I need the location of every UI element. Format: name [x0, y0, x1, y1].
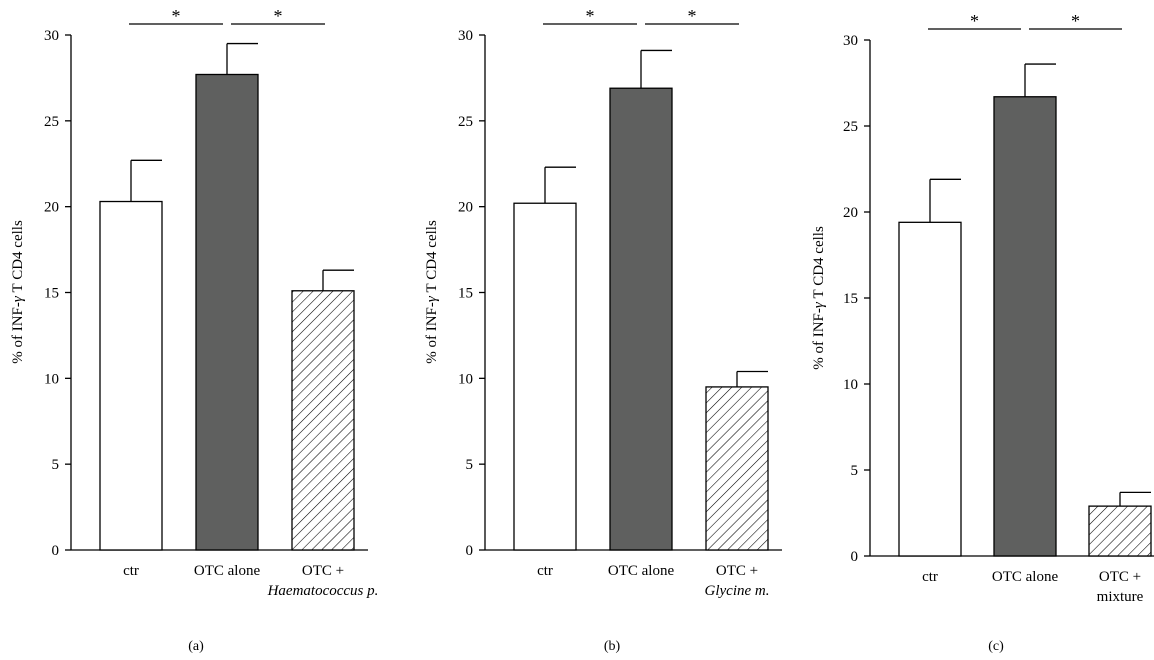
x-category-label: ctr [922, 569, 938, 585]
y-tick-label: 10 [458, 371, 473, 387]
y-tick-label: 30 [44, 28, 59, 44]
bar-1 [609, 87, 673, 551]
y-axis-label-greek: γ [811, 301, 827, 308]
x-category-label: OTC alone [608, 563, 675, 579]
y-tick-label: 0 [466, 543, 474, 559]
x-category-label: ctr [537, 563, 553, 579]
chart-panel-c: 0 5 10 15 20 25 30 % of INF-γ T CD4 cells ctr OTC… [811, 11, 1154, 654]
x-category-label-line2: mixture [1097, 589, 1144, 605]
y-axis-label-greek: γ [10, 295, 26, 302]
significance-star: * [274, 6, 283, 26]
bar-2 [1088, 505, 1152, 557]
y-tick-label: 30 [843, 33, 858, 49]
y-tick-label: 20 [843, 205, 858, 221]
chart-panel-a: 0 5 10 15 20 25 30 % of INF-γ T CD4 cells ctr OTC… [10, 6, 378, 654]
y-tick-label: 15 [458, 286, 473, 302]
x-category-label-line2: Glycine m. [705, 583, 770, 599]
bar-0 [99, 200, 163, 551]
y-axis-label-main: % of INF- [811, 308, 827, 370]
y-tick-label: 25 [843, 119, 858, 135]
y-tick-label: 20 [458, 200, 473, 216]
x-category-label: ctr [123, 563, 139, 579]
y-tick-label: 15 [44, 286, 59, 302]
x-category-label: OTC + [302, 563, 344, 579]
significance-star: * [688, 6, 697, 26]
y-tick-label: 25 [44, 114, 59, 130]
bar-1 [195, 73, 259, 551]
panel-label: (c) [988, 639, 1004, 654]
x-category-label-line2: Haematococcus p. [267, 583, 379, 599]
y-axis-label-rest: T CD4 cells [811, 226, 827, 302]
bar-0 [513, 202, 577, 551]
y-tick-label: 15 [843, 291, 858, 307]
y-tick-label: 10 [843, 377, 858, 393]
y-tick-label: 30 [458, 28, 473, 44]
x-category-label: OTC alone [194, 563, 261, 579]
y-axis-label-rest: T CD4 cells [424, 220, 440, 296]
y-axis-label-rest: T CD4 cells [10, 220, 26, 296]
y-axis-label: % of INF-γ T CD4 cells [424, 220, 440, 364]
bar-0 [898, 221, 962, 557]
x-category-label: OTC + [716, 563, 758, 579]
y-axis-label-main: % of INF- [424, 302, 440, 364]
y-tick-label: 10 [44, 371, 59, 387]
y-tick-label: 0 [52, 543, 60, 559]
significance-star: * [172, 6, 181, 26]
significance-star: * [586, 6, 595, 26]
y-tick-label: 5 [52, 457, 60, 473]
y-axis-label-main: % of INF- [10, 302, 26, 364]
y-axis-label-greek: γ [424, 295, 440, 302]
y-axis-label: % of INF-γ T CD4 cells [10, 220, 26, 364]
y-tick-label: 5 [466, 457, 474, 473]
bar-2 [705, 386, 769, 551]
bar-2 [291, 290, 355, 551]
panel-label: (b) [604, 639, 621, 654]
significance-star: * [970, 11, 979, 31]
y-axis-label: % of INF-γ T CD4 cells [811, 226, 827, 370]
bar-1 [993, 96, 1057, 557]
y-tick-label: 25 [458, 114, 473, 130]
x-category-label: OTC + [1099, 569, 1141, 585]
y-tick-label: 20 [44, 200, 59, 216]
y-tick-label: 5 [851, 463, 859, 479]
x-category-label: OTC alone [992, 569, 1059, 585]
panel-label: (a) [188, 639, 204, 654]
chart-panel-b: 0 5 10 15 20 25 30 % of INF-γ T CD4 cells ctr OTC… [424, 6, 782, 654]
y-tick-label: 0 [851, 549, 859, 565]
significance-star: * [1071, 11, 1080, 31]
